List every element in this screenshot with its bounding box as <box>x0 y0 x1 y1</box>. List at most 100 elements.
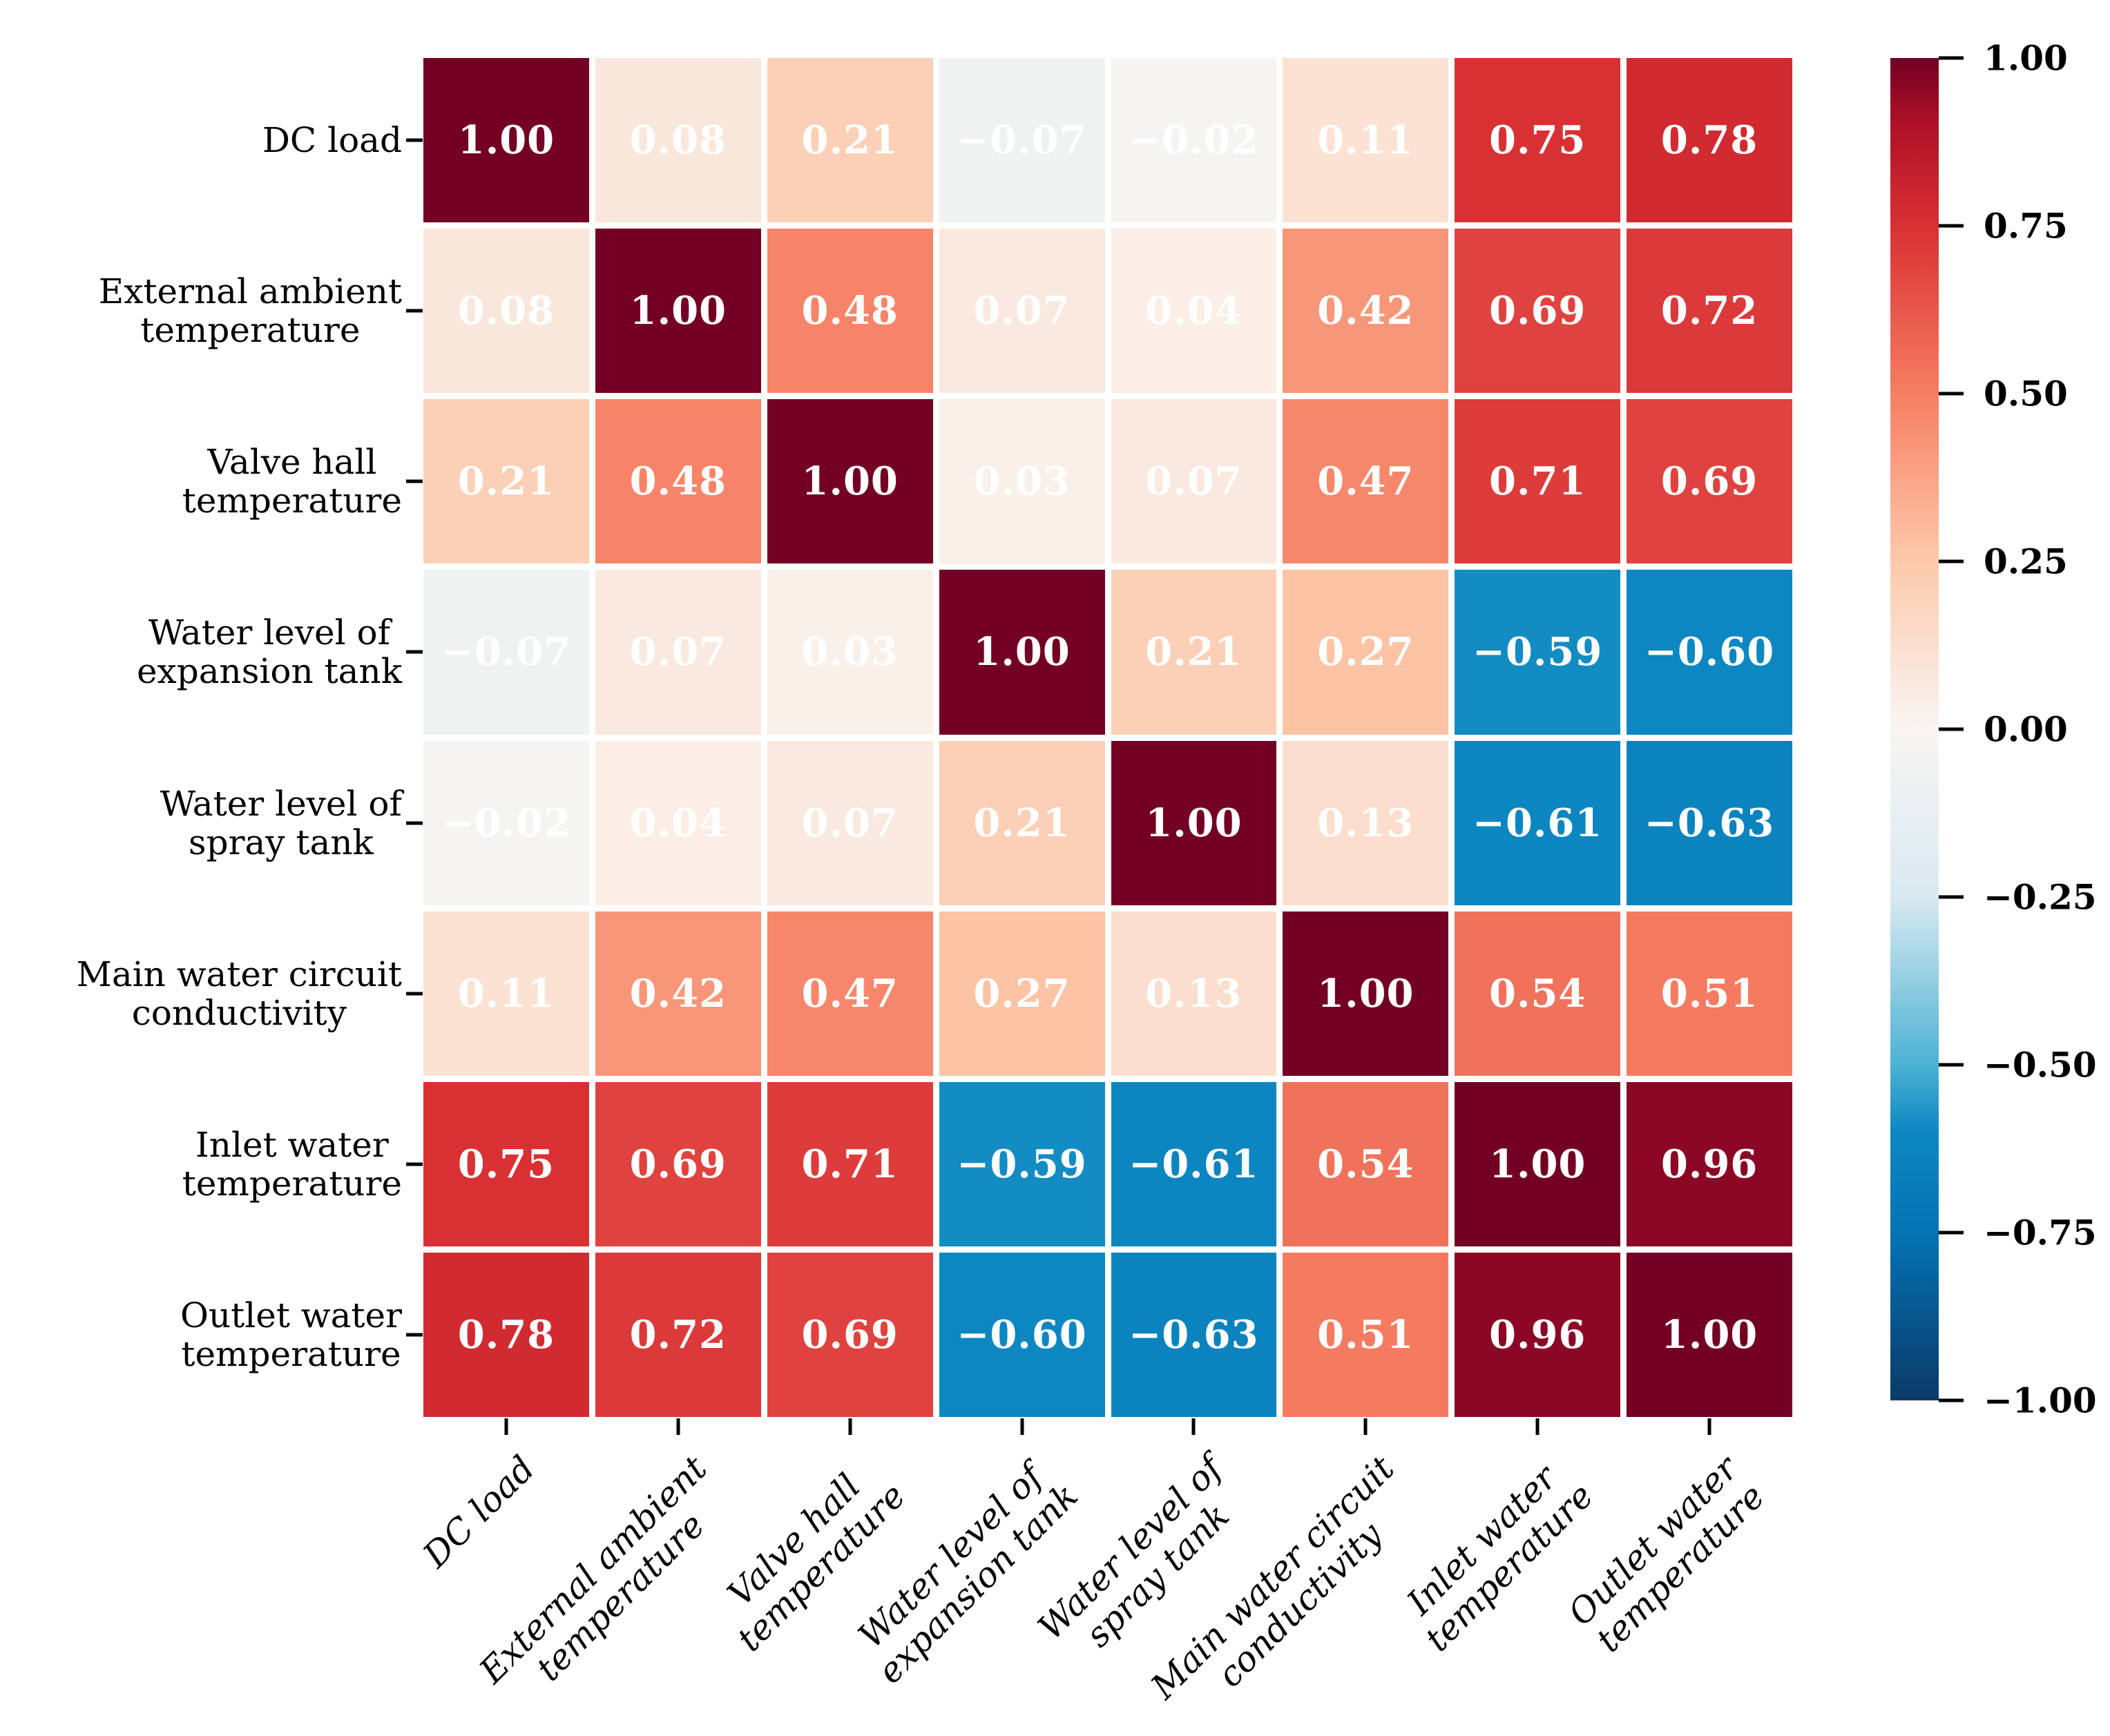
colorbar-tick-mark <box>1939 1398 1964 1402</box>
heatmap-cell-value: 1.00 <box>1488 1141 1586 1187</box>
heatmap-cell: 0.07 <box>767 740 933 905</box>
heatmap-cell-value: −0.60 <box>957 1311 1087 1358</box>
heatmap-cell-value: 1.00 <box>457 117 555 164</box>
x-axis-tick-mark <box>1191 1418 1196 1435</box>
colorbar-tick-label: −0.75 <box>1984 1212 2097 1253</box>
heatmap-cell: 0.04 <box>595 740 761 905</box>
heatmap-cell-value: 0.69 <box>1660 459 1758 505</box>
heatmap-cell: 0.21 <box>1111 570 1277 735</box>
heatmap-cell: 0.72 <box>1627 229 1792 394</box>
heatmap-cell: −0.60 <box>939 1252 1105 1417</box>
heatmap-cell: 0.54 <box>1455 911 1621 1076</box>
y-axis-label-line: spray tank <box>188 822 374 862</box>
y-axis-tick-mark <box>406 479 423 483</box>
heatmap-cell-value: −0.02 <box>1129 117 1259 164</box>
heatmap-cell-value: −0.59 <box>957 1141 1087 1187</box>
x-axis-tick-mark <box>1363 1418 1368 1435</box>
y-axis-tick-mark <box>406 992 423 996</box>
colorbar-tick-mark <box>1939 559 1964 563</box>
y-axis-label: DC load <box>262 121 402 160</box>
heatmap-cell: 0.13 <box>1111 911 1277 1076</box>
x-axis-tick-mark <box>1535 1418 1540 1435</box>
y-axis-label-line: Valve hall <box>207 442 377 483</box>
heatmap-cell-value: 0.51 <box>1317 1311 1414 1358</box>
heatmap-cell: 0.27 <box>1283 570 1449 735</box>
y-axis-tick-mark <box>406 821 423 825</box>
heatmap-cell: 0.11 <box>1283 58 1449 223</box>
y-axis-tick-mark <box>406 1333 423 1337</box>
heatmap-cell: 0.07 <box>939 229 1105 394</box>
heatmap-cell-value: 1.00 <box>1660 1311 1758 1358</box>
heatmap-cell: −0.63 <box>1627 740 1792 905</box>
heatmap-cell: 0.54 <box>1283 1081 1449 1246</box>
heatmap-cell-value: 0.78 <box>1660 117 1758 164</box>
heatmap-cell-value: 1.00 <box>1145 800 1243 846</box>
heatmap-cell-value: 0.04 <box>1145 288 1243 334</box>
heatmap-cell-value: 0.47 <box>801 970 899 1016</box>
heatmap-cell: 0.96 <box>1627 1081 1792 1246</box>
heatmap-cell: 0.03 <box>767 570 933 735</box>
heatmap-cell-value: 0.72 <box>629 1311 727 1358</box>
heatmap-cell-value: 0.48 <box>801 288 899 334</box>
heatmap-cell: 0.78 <box>1627 58 1792 223</box>
heatmap-cell-value: 0.75 <box>1488 117 1586 164</box>
heatmap-cell: 0.04 <box>1111 229 1277 394</box>
heatmap-cell-value: 0.11 <box>1317 117 1414 164</box>
heatmap-cell-value: 0.07 <box>1145 459 1243 505</box>
heatmap-cell-value: 0.27 <box>973 970 1071 1016</box>
heatmap-cell: 0.13 <box>1283 740 1449 905</box>
y-axis-label: Water level of expansion tank <box>137 613 402 691</box>
heatmap-grid: 1.00 0.08 0.21 −0.07 −0.02 0.11 0.75 0.78 0.08 1.… <box>423 58 1792 1417</box>
heatmap-cell: 1.00 <box>1455 1081 1621 1246</box>
heatmap-cell-value: 0.42 <box>1317 288 1414 334</box>
heatmap-cell: 0.47 <box>767 911 933 1076</box>
heatmap-cell: 1.00 <box>423 58 589 223</box>
colorbar-ticks <box>1939 56 1964 1402</box>
y-axis-label-line: temperature <box>181 1333 401 1374</box>
y-axis-labels: DC load External ambient temperature Valve … <box>0 58 402 1417</box>
y-axis-label: External ambient temperature <box>99 272 402 349</box>
y-axis-tick-mark <box>406 309 423 313</box>
heatmap-cell-value: 0.75 <box>457 1141 555 1187</box>
heatmap-cell: 0.42 <box>595 911 761 1076</box>
heatmap-cell: 0.21 <box>939 740 1105 905</box>
heatmap-cell: 0.71 <box>767 1081 933 1246</box>
colorbar-tick-mark <box>1939 1231 1964 1235</box>
y-axis-label-line: temperature <box>182 481 402 521</box>
heatmap-cell-value: 0.13 <box>1317 800 1414 846</box>
y-axis-label: Water level of spray tank <box>160 784 402 862</box>
heatmap-cell-value: −0.61 <box>1473 800 1603 846</box>
y-axis-label: Inlet water temperature <box>182 1126 402 1203</box>
heatmap-cell-value: 1.00 <box>1317 970 1414 1016</box>
heatmap-cell-value: −0.07 <box>957 117 1087 164</box>
heatmap-cell: 0.48 <box>767 229 933 394</box>
heatmap-cell-value: 0.08 <box>457 288 555 334</box>
heatmap-cell-value: 0.69 <box>801 1311 899 1358</box>
heatmap-cell-value: 0.03 <box>973 459 1071 505</box>
y-axis-ticks <box>406 58 423 1417</box>
heatmap-cell: 1.00 <box>939 570 1105 735</box>
y-axis-label-line: Outlet water <box>180 1295 402 1335</box>
x-axis-tick-mark <box>1707 1418 1711 1435</box>
heatmap-cell-value: −0.59 <box>1473 629 1603 675</box>
heatmap-cell: 0.75 <box>423 1081 589 1246</box>
y-axis-tick-mark <box>406 1162 423 1166</box>
heatmap-cell-value: 0.21 <box>457 459 555 505</box>
heatmap-cell-value: 0.04 <box>629 800 727 846</box>
heatmap-cell-value: 0.54 <box>1488 970 1586 1016</box>
colorbar-tick-mark <box>1939 895 1964 899</box>
y-axis-label: Main water circuit conductivity <box>77 955 402 1032</box>
heatmap-cell: 0.78 <box>423 1252 589 1417</box>
colorbar-tick-label: 1.00 <box>1984 37 2068 79</box>
y-axis-label: Valve hall temperature <box>182 443 402 520</box>
heatmap-cell-value: 0.72 <box>1660 288 1758 334</box>
heatmap-cell-value: −0.02 <box>441 800 572 846</box>
heatmap-cell: 0.69 <box>767 1252 933 1417</box>
x-axis-tick-mark <box>504 1418 508 1435</box>
heatmap-cell: 1.00 <box>1627 1252 1792 1417</box>
x-axis-label: Inlet water temperature <box>1390 1449 1601 1659</box>
heatmap-cell-value: 0.13 <box>1145 970 1243 1016</box>
heatmap-cell: −0.60 <box>1627 570 1792 735</box>
heatmap-cell-value: 0.42 <box>629 970 727 1016</box>
